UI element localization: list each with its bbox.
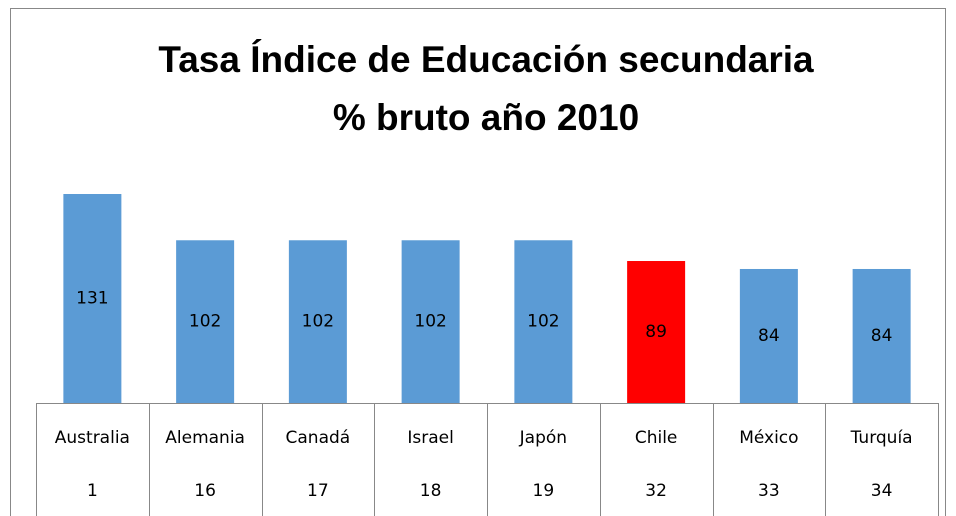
rank-label: 33 <box>758 481 780 501</box>
bar <box>852 268 911 403</box>
x-tick-label: Chile <box>635 428 678 448</box>
bar <box>627 261 686 403</box>
x-tick-label: Turquía <box>850 428 913 448</box>
rank-label: 17 <box>307 481 329 501</box>
bar <box>176 240 235 403</box>
rank-label: 32 <box>645 481 667 501</box>
bar <box>739 268 798 403</box>
value-label: 131 <box>76 289 108 309</box>
value-label: 102 <box>414 312 446 332</box>
rank-label: 16 <box>194 481 216 501</box>
value-label: 84 <box>758 326 780 346</box>
rank-label: 18 <box>420 481 442 501</box>
bar <box>514 240 573 403</box>
x-tick-label: Alemania <box>165 428 245 448</box>
rank-label: 34 <box>871 481 893 501</box>
x-tick-label: Japón <box>519 428 567 448</box>
bar <box>401 240 460 403</box>
rank-label: 1 <box>87 481 98 501</box>
value-label: 102 <box>302 312 334 332</box>
value-label: 84 <box>871 326 893 346</box>
x-tick-label: Australia <box>55 428 130 448</box>
x-tick-label: Israel <box>407 428 453 448</box>
bar <box>288 240 347 403</box>
value-label: 102 <box>527 312 559 332</box>
x-tick-label: México <box>739 428 798 448</box>
x-tick-label: Canadá <box>286 428 351 448</box>
chart-border <box>10 8 946 516</box>
chart-title: Tasa Índice de Educación secundaria <box>158 39 814 80</box>
bar <box>63 194 122 403</box>
chart-subtitle: % bruto año 2010 <box>333 97 639 138</box>
value-label: 89 <box>645 322 667 342</box>
value-label: 102 <box>189 312 221 332</box>
rank-label: 19 <box>533 481 555 501</box>
